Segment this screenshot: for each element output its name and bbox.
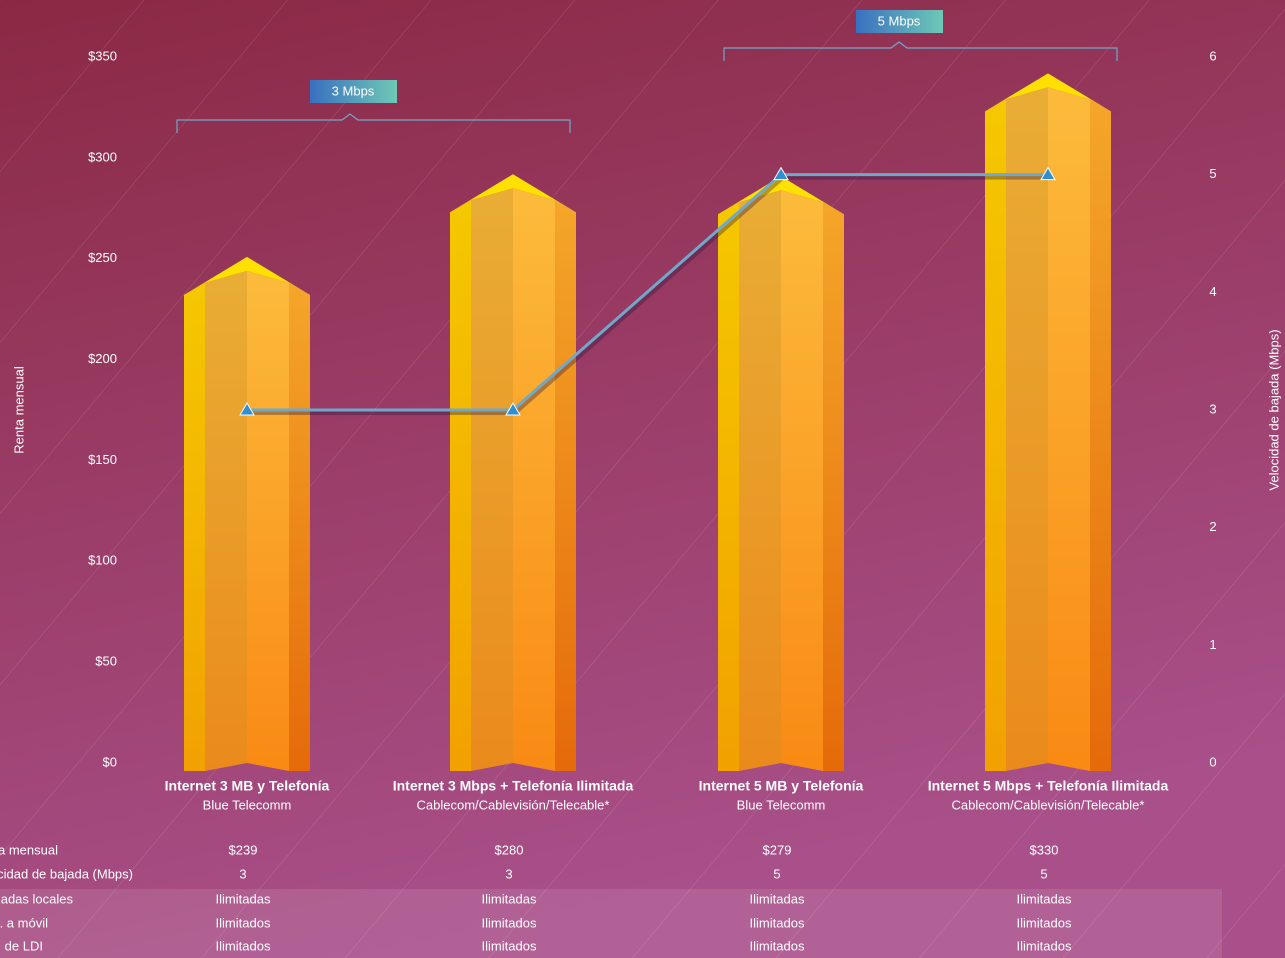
table-cell: Ilimitados <box>216 915 271 930</box>
bar-face <box>985 99 1006 772</box>
y-tick-label: $250 <box>88 250 117 265</box>
table-cell: Ilimitados <box>482 915 537 930</box>
annotation: 5 Mbps <box>878 13 921 28</box>
y2-tick-label: 6 <box>1209 48 1216 63</box>
table-cell: $279 <box>763 842 792 857</box>
bar-face <box>1048 87 1090 772</box>
annotation: 3 Mbps <box>332 83 375 98</box>
table-cell: Ilimitados <box>750 915 805 930</box>
row-label: Llamadas locales <box>0 891 73 906</box>
bar-face <box>555 200 576 771</box>
row-label: LD. de LDI <box>0 938 43 953</box>
bar-cap <box>450 174 576 213</box>
table-cell: Ilimitados <box>1017 938 1072 953</box>
bar-face <box>184 282 205 771</box>
table-cell: Ilimitados <box>750 938 805 953</box>
row-label: Renta mensual <box>0 842 58 857</box>
bracket <box>176 113 571 133</box>
table-cell: Ilimitados <box>482 938 537 953</box>
x-tick-label: Internet 3 MB y Telefonía <box>165 778 330 794</box>
table-cell: Ilimitadas <box>482 891 537 906</box>
y2-tick-label: 2 <box>1209 519 1216 534</box>
marker <box>1040 166 1056 181</box>
bar-face <box>471 188 513 771</box>
x-tick-label: Internet 3 Mbps + Telefonía Ilimitada <box>393 778 634 794</box>
table-cell: 5 <box>1040 866 1047 881</box>
table-cell: Ilimitadas <box>750 891 805 906</box>
bar-face <box>823 202 844 771</box>
y2-axis-label: Velocidad de bajada (Mbps) <box>1266 329 1281 490</box>
bar-face <box>781 190 823 771</box>
bar-face <box>1006 87 1048 772</box>
marker <box>773 166 789 181</box>
y-tick-label: $300 <box>88 149 117 164</box>
table-cell: $280 <box>495 842 524 857</box>
y-tick-label: $0 <box>103 754 117 769</box>
bar <box>184 256 310 771</box>
row-label: Velocidad de bajada (Mbps) <box>0 866 133 881</box>
y2-tick-label: 1 <box>1209 637 1216 652</box>
table-cell: 3 <box>239 866 246 881</box>
annotation-box <box>856 10 943 33</box>
table-cell: 5 <box>773 866 780 881</box>
x-tick-label: Internet 5 Mbps + Telefonía Ilimitada <box>928 778 1169 794</box>
bar <box>985 73 1111 772</box>
bar <box>718 176 844 771</box>
y-tick-label: $150 <box>88 452 117 467</box>
bar-face <box>289 282 310 771</box>
bar <box>450 174 576 771</box>
table-cell: Ilimitadas <box>1017 891 1072 906</box>
bar-cap <box>718 176 844 215</box>
y2-tick-label: 5 <box>1209 166 1216 181</box>
x-tick-sublabel: Blue Telecomm <box>737 797 826 812</box>
y2-tick-label: 3 <box>1209 401 1216 416</box>
bar-face <box>205 270 247 771</box>
marker <box>239 402 255 416</box>
line-shadow <box>249 175 1050 415</box>
bar-face <box>718 202 739 771</box>
marker <box>505 402 521 416</box>
y-tick-label: $100 <box>88 553 117 568</box>
bar-face <box>247 270 289 771</box>
table-cell: Ilimitadas <box>216 891 271 906</box>
table-cell: $330 <box>1030 842 1059 857</box>
bar-face <box>739 190 781 771</box>
table-cell: 3 <box>505 866 512 881</box>
y2-tick-label: 0 <box>1209 754 1216 769</box>
y2-tick-label: 4 <box>1209 284 1216 299</box>
x-tick-sublabel: Cablecom/Cablevisión/Telecable* <box>952 797 1145 812</box>
table-band <box>0 889 1222 958</box>
bar-cap <box>184 256 310 295</box>
annotation-box <box>310 80 397 103</box>
x-tick-label: Internet 5 MB y Telefonía <box>699 778 864 794</box>
table-cell: Ilimitados <box>1017 915 1072 930</box>
table-cell: $239 <box>229 842 258 857</box>
table-cell: Ilimitados <box>216 938 271 953</box>
y-axis-label: Renta mensual <box>11 366 26 454</box>
bar-face <box>1090 99 1111 772</box>
bracket <box>723 41 1118 61</box>
y-tick-label: $350 <box>88 48 117 63</box>
y-tick-label: $50 <box>95 654 117 669</box>
bar-face <box>513 188 555 771</box>
line <box>247 173 1048 412</box>
bar-face <box>450 200 471 771</box>
y-tick-label: $200 <box>88 351 117 366</box>
x-tick-sublabel: Blue Telecomm <box>203 797 292 812</box>
bar-cap <box>985 73 1111 112</box>
x-tick-sublabel: Cablecom/Cablevisión/Telecable* <box>417 797 610 812</box>
row-label: LD. a móvil <box>0 915 48 930</box>
